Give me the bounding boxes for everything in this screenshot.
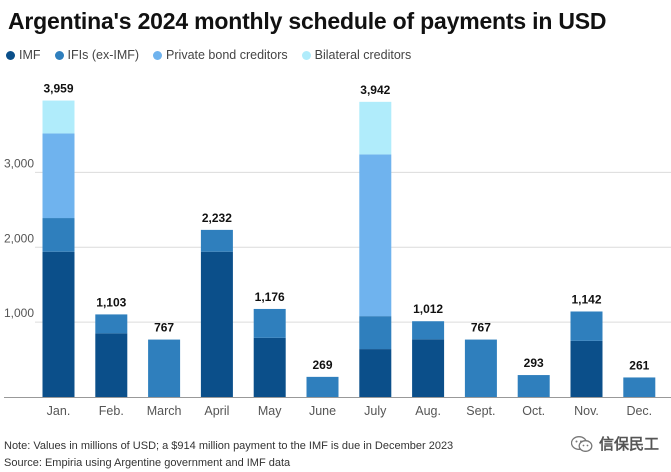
bar-segment — [42, 218, 75, 252]
legend-swatch — [6, 50, 15, 60]
chart-source: Source: Empiria using Argentine governme… — [4, 457, 291, 469]
bar-total-label: 1,103 — [96, 295, 126, 309]
bar-total-label: 3,942 — [360, 83, 390, 97]
legend-label: Bilateral creditors — [314, 48, 412, 62]
bar-segment — [42, 133, 75, 219]
bar-segment — [517, 375, 550, 397]
bar-segment — [359, 349, 392, 397]
chart-title: Argentina's 2024 monthly schedule of pay… — [8, 8, 607, 34]
bar-segment — [412, 321, 445, 340]
x-tick-label: Feb. — [99, 404, 124, 418]
chart: 1,000 2,000 3,000 3,959 Jan. 1,103 Feb. 767 Mar… — [4, 82, 671, 418]
bar-segment — [253, 308, 286, 338]
x-tick-label: March — [147, 404, 182, 418]
legend-swatch — [54, 50, 64, 60]
bar-segment — [42, 251, 75, 397]
x-tick-label: Jan. — [47, 404, 71, 418]
bar-segment — [570, 311, 603, 341]
x-tick-label: April — [204, 404, 229, 418]
wechat-icon — [570, 435, 593, 452]
bar-segment — [570, 340, 603, 397]
x-tick-label: Dec. — [626, 404, 652, 418]
bar-total-label: 1,012 — [413, 302, 443, 316]
watermark-text: 信保民工 — [598, 436, 659, 453]
bar-total-label: 261 — [629, 358, 649, 372]
bar-total-label: 2,232 — [202, 211, 232, 225]
legend-item-private-bond: Private bond creditors — [153, 48, 288, 62]
bar-segment — [200, 229, 233, 252]
bar-segment — [306, 376, 339, 397]
bar-total-label: 767 — [154, 321, 174, 335]
y-tick-label: 2,000 — [4, 231, 34, 245]
legend-label: IMF — [19, 48, 41, 62]
bar-segment — [464, 339, 497, 397]
legend-swatch — [153, 50, 163, 60]
bar-total-label: 1,176 — [255, 290, 285, 304]
x-tick-label: July — [364, 404, 387, 418]
bar-total-label: 293 — [524, 356, 544, 370]
x-tick-label: Nov. — [574, 404, 599, 418]
bar-segment — [359, 101, 392, 155]
y-tick-label: 3,000 — [4, 156, 34, 170]
x-tick-label: Aug. — [415, 404, 441, 418]
legend-item-ifis: IFIs (ex-IMF) — [54, 48, 140, 62]
bar-segment — [95, 333, 128, 397]
bar-segment — [148, 339, 181, 397]
x-tick-label: June — [309, 404, 336, 418]
bar-segment — [412, 339, 445, 397]
chart-note: Note: Values in millions of USD; a $914 … — [4, 440, 454, 452]
y-tick-label: 1,000 — [4, 306, 34, 320]
bar-segment — [623, 377, 656, 397]
legend-item-bilateral: Bilateral creditors — [301, 48, 412, 62]
x-tick-label: Sept. — [466, 404, 495, 418]
bar-segment — [359, 316, 392, 350]
bar-segment — [42, 100, 75, 134]
bar-total-label: 767 — [471, 321, 491, 335]
bar-segment — [359, 154, 392, 317]
x-tick-label: May — [258, 404, 282, 418]
watermark: 信保民工 — [570, 433, 659, 454]
bar-total-label: 1,142 — [571, 292, 601, 306]
bar-segment — [200, 251, 233, 397]
legend-label: IFIs (ex-IMF) — [67, 48, 140, 62]
legend: IMF IFIs (ex-IMF) Private bond creditors… — [6, 48, 411, 62]
legend-swatch — [301, 50, 311, 60]
bar-total-label: 3,959 — [43, 82, 73, 96]
bar-total-label: 269 — [312, 358, 332, 372]
legend-label: Private bond creditors — [166, 48, 288, 62]
legend-item-imf: IMF — [6, 48, 41, 62]
bar-segment — [95, 314, 128, 334]
x-tick-label: Oct. — [522, 404, 545, 418]
bar-segment — [253, 337, 286, 397]
